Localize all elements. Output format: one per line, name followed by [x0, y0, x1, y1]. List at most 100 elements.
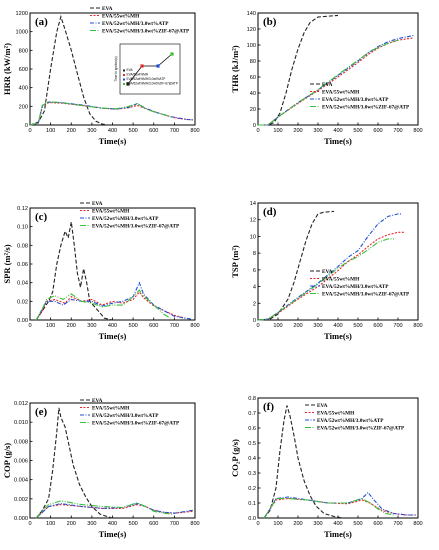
legend-label: EVA/52wt%MH/3.0wt%ZIF-67@ATP [322, 105, 410, 111]
x-tick-label: 600 [373, 323, 382, 329]
y-tick-label: 0.08 [17, 243, 28, 249]
x-tick-label: 0 [28, 521, 31, 527]
series-line-eva [263, 405, 343, 519]
y-tick-label: 1000 [16, 30, 28, 36]
y-tick-label: 4 [253, 285, 256, 291]
panel-letter: (c) [35, 211, 48, 223]
legend-label: EVA/52wt%MH/3.0wt%ATP [322, 284, 389, 290]
inset-marker [126, 82, 130, 86]
x-tick-label: 300 [313, 128, 322, 134]
y-tick-label: 60 [250, 75, 256, 81]
legend-label: EVA [322, 269, 333, 275]
legend-label: EVA/52wt%MH/3.0wt%ATP [92, 413, 159, 419]
inset-legend-label: EVA/52wt%MH/3.0wt%ZIF-67@ATP [127, 82, 178, 86]
y-tick-label: 0.2 [248, 486, 256, 492]
legend-label: EVA/52wt%MH/3.0wt%ZIF-67@ATP [317, 426, 405, 432]
legend-label: EVA/55wt%MH [92, 209, 130, 215]
x-tick-label: 600 [373, 521, 382, 527]
y-tick-label: 0.5 [248, 441, 256, 447]
x-tick-label: 800 [413, 128, 422, 134]
panel-letter: (d) [263, 206, 277, 218]
x-tick-label: 500 [353, 323, 362, 329]
legend-label: EVA [92, 398, 103, 404]
x-tick-label: 400 [333, 323, 342, 329]
y-tick-label: 100 [247, 43, 256, 49]
x-tick-label: 600 [149, 323, 158, 329]
x-tick-label: 200 [67, 128, 76, 134]
y-tick-label: 200 [19, 104, 28, 110]
x-tick-label: 500 [128, 521, 137, 527]
y-tick-label: 120 [247, 27, 256, 33]
x-tick-label: 200 [293, 323, 302, 329]
legend-label: EVA/52wt%MH/3.0wt%ZIF-67@ATP [92, 224, 180, 230]
y-tick-label: 400 [19, 86, 28, 92]
inset-plot: Time to ignition(s) EVAEVA/55wt%MHEVA/52w… [114, 43, 181, 95]
x-tick-label: 100 [46, 323, 55, 329]
x-tick-label: 300 [87, 323, 96, 329]
x-tick-label: 700 [393, 323, 402, 329]
y-tick-label: 0 [253, 318, 256, 324]
legend-label: EVA/55wt%MH [322, 90, 360, 96]
series-line-mh [257, 231, 404, 321]
panel-letter: (e) [35, 406, 48, 418]
plot-frame [257, 202, 419, 321]
legend-label: EVA [92, 201, 103, 207]
series-line-zif [35, 500, 173, 519]
legend-label: EVA/52wt%MH/3.0wt%ZIF-67@ATP [102, 29, 190, 35]
x-tick-label: 600 [149, 128, 158, 134]
inset-legend-marker [123, 74, 125, 76]
series-line-mh [29, 102, 193, 126]
y-tick-label: 140 [247, 11, 256, 17]
x-tick-label: 100 [273, 323, 282, 329]
x-tick-label: 100 [273, 128, 282, 134]
y-tick-label: 800 [19, 48, 28, 54]
x-tick-label: 700 [393, 521, 402, 527]
legend-label: EVA/55wt%MH [322, 277, 360, 283]
series-line-eva [35, 407, 113, 519]
x-tick-label: 0 [28, 128, 31, 134]
y-tick-label: 14 [250, 201, 256, 207]
panel-letter: (a) [35, 16, 48, 28]
y-axis-label: COP (g/s) [2, 443, 12, 478]
series-line-eva [29, 14, 109, 126]
y-tick-label: 40 [250, 91, 256, 97]
x-tick-label: 700 [170, 323, 179, 329]
legend-label: EVA [317, 403, 328, 409]
y-tick-label: 0.06 [17, 262, 28, 268]
inset-legend-marker [123, 69, 125, 72]
x-tick-label: 500 [353, 521, 362, 527]
y-axis-label: THR (kJ/m²) [230, 45, 240, 92]
chart-panel-f: 0 100 200 300 400 500 600 700 800 0.0 0.1 0.2 0.3 0.4… [230, 396, 423, 539]
x-tick-label: 0 [256, 128, 259, 134]
x-tick-label: 400 [108, 323, 117, 329]
inset-legend-marker [123, 78, 125, 81]
series-line-atp [258, 34, 415, 126]
series-line-mh [35, 291, 185, 321]
y-tick-label: 0.12 [17, 206, 28, 212]
series-line-atp [29, 101, 193, 126]
y-tick-label: 0.6 [248, 426, 256, 432]
x-tick-label: 0 [28, 323, 31, 329]
x-tick-label: 600 [149, 521, 158, 527]
series-line-atp [263, 491, 416, 519]
x-tick-label: 800 [413, 323, 422, 329]
chart-panel-a: 0 100 200 300 400 500 600 700 800 0 200 400 600 800 10… [2, 6, 200, 146]
x-tick-label: 400 [333, 128, 342, 134]
legend-label: EVA/55wt%MH [92, 406, 130, 412]
x-tick-label: 800 [190, 521, 199, 527]
y-tick-label: 0.012 [14, 401, 28, 407]
legend-label: EVA/52wt%MH/3.0wt%ATP [322, 97, 389, 103]
x-tick-label: 200 [67, 521, 76, 527]
x-tick-label: 800 [190, 128, 199, 134]
y-tick-label: 0.004 [14, 478, 28, 484]
x-tick-label: 800 [413, 521, 422, 527]
y-axis-label: HRR (kW/m²) [2, 43, 12, 95]
chart-panel-e: 0 100 200 300 400 500 600 700 800 0.000 0.002 0.004… [2, 398, 200, 539]
x-tick-label: 0 [256, 521, 259, 527]
inset-marker [156, 64, 160, 68]
y-tick-label: 0.8 [248, 396, 256, 402]
inset-frame [119, 43, 181, 95]
legend-label: EVA [102, 6, 113, 12]
legend-label: EVA/52wt%MH/3.0wt%ATP [317, 418, 384, 424]
series-line-atp [257, 213, 402, 321]
